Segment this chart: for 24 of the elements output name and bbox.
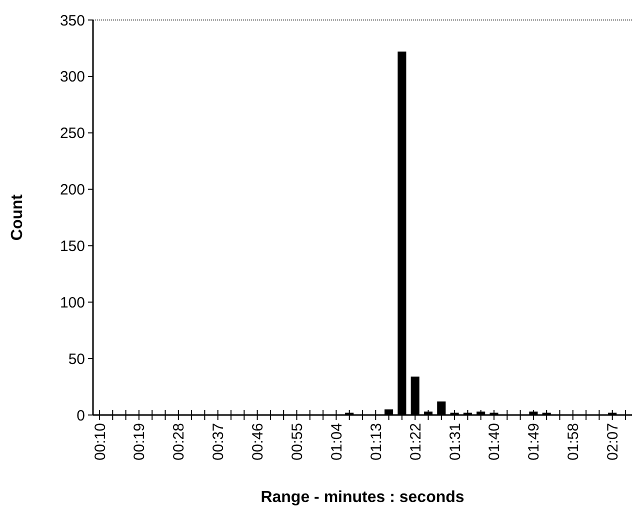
x-tick-label: 00:10 bbox=[92, 423, 109, 461]
y-tick-label: 350 bbox=[60, 12, 85, 30]
x-tick-label: 01:40 bbox=[486, 423, 504, 461]
x-tick-label: 01:58 bbox=[565, 423, 582, 461]
x-tick-label: 01:13 bbox=[368, 423, 385, 461]
x-tick-label: 00:46 bbox=[250, 423, 267, 461]
y-tick-label: 150 bbox=[60, 238, 85, 255]
x-tick-label: 02:07 bbox=[604, 423, 622, 461]
x-tick-label: 01:22 bbox=[407, 423, 424, 461]
y-tick-label: 0 bbox=[76, 407, 85, 424]
x-tick-label: 00:19 bbox=[131, 423, 148, 461]
y-tick-label: 300 bbox=[60, 68, 85, 86]
y-tick-label: 250 bbox=[60, 125, 85, 142]
x-tick-label: 00:28 bbox=[170, 423, 188, 461]
x-tick-label: 01:04 bbox=[328, 423, 346, 461]
y-axis-title: Count bbox=[9, 194, 26, 241]
x-tick-label: 01:49 bbox=[526, 423, 543, 461]
x-axis-title: Range - minutes : seconds bbox=[260, 489, 464, 506]
y-tick-label: 100 bbox=[60, 294, 85, 312]
x-tick-label: 00:55 bbox=[289, 423, 306, 461]
x-tick-label: 01:31 bbox=[446, 423, 464, 461]
x-tick-label: 00:37 bbox=[210, 423, 228, 461]
y-tick-label: 200 bbox=[60, 182, 85, 199]
y-tick-label: 50 bbox=[68, 350, 85, 368]
